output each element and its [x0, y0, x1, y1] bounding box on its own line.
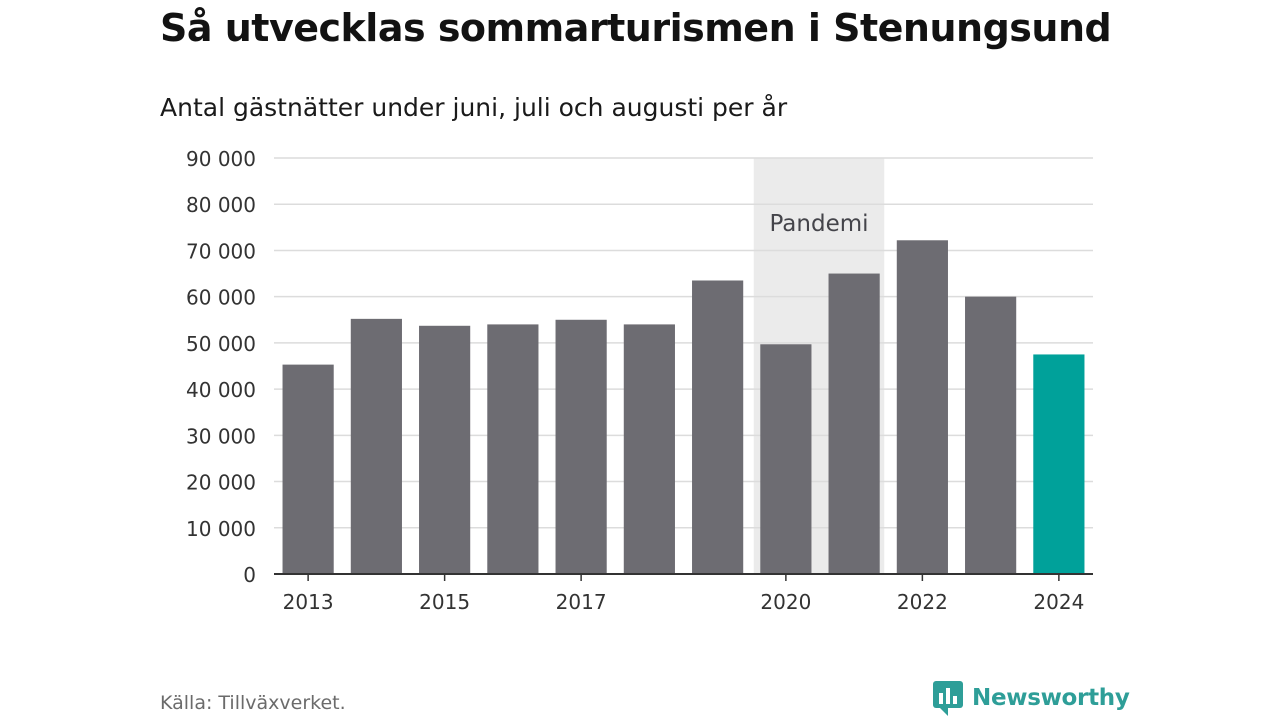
bar-2020 — [760, 344, 812, 574]
bar-2018 — [623, 324, 675, 574]
bar-2013 — [282, 364, 334, 574]
bar-2021 — [828, 273, 880, 574]
chart-subtitle: Antal gästnätter under juni, juli och au… — [160, 93, 788, 122]
y-tick-label: 80 000 — [186, 193, 256, 217]
y-tick-label: 90 000 — [186, 147, 256, 171]
y-tick-label: 40 000 — [186, 378, 256, 402]
bar-2022 — [896, 240, 948, 574]
bar-2023 — [965, 296, 1017, 574]
source-note: Källa: Tillväxverket. — [160, 692, 346, 714]
y-tick-label: 70 000 — [186, 239, 256, 263]
y-tick-label: 10 000 — [186, 517, 256, 541]
brand-logo: Newsworthy — [932, 680, 1130, 716]
chart-title: Så utvecklas sommarturismen i Stenungsun… — [160, 6, 1112, 50]
bar-2019 — [692, 280, 744, 574]
x-tick-label: 2020 — [760, 590, 811, 614]
bar-2015 — [419, 325, 471, 574]
y-tick-label: 60 000 — [186, 286, 256, 310]
x-tick-label: 2015 — [419, 590, 470, 614]
y-tick-label: 50 000 — [186, 332, 256, 356]
brand-name: Newsworthy — [972, 685, 1130, 711]
y-tick-label: 30 000 — [186, 424, 256, 448]
x-tick-label: 2013 — [283, 590, 334, 614]
x-tick-label: 2024 — [1033, 590, 1084, 614]
bar-2014 — [350, 318, 402, 574]
bar-2024 — [1033, 354, 1085, 574]
y-tick-label: 0 — [243, 563, 256, 587]
bar-2016 — [487, 324, 539, 574]
newsworthy-logo-icon — [933, 681, 963, 716]
bar-2017 — [555, 319, 607, 574]
x-tick-label: 2017 — [556, 590, 607, 614]
pandemic-label: Pandemi — [769, 211, 868, 237]
x-tick-label: 2022 — [897, 590, 948, 614]
y-tick-label: 20 000 — [186, 471, 256, 495]
